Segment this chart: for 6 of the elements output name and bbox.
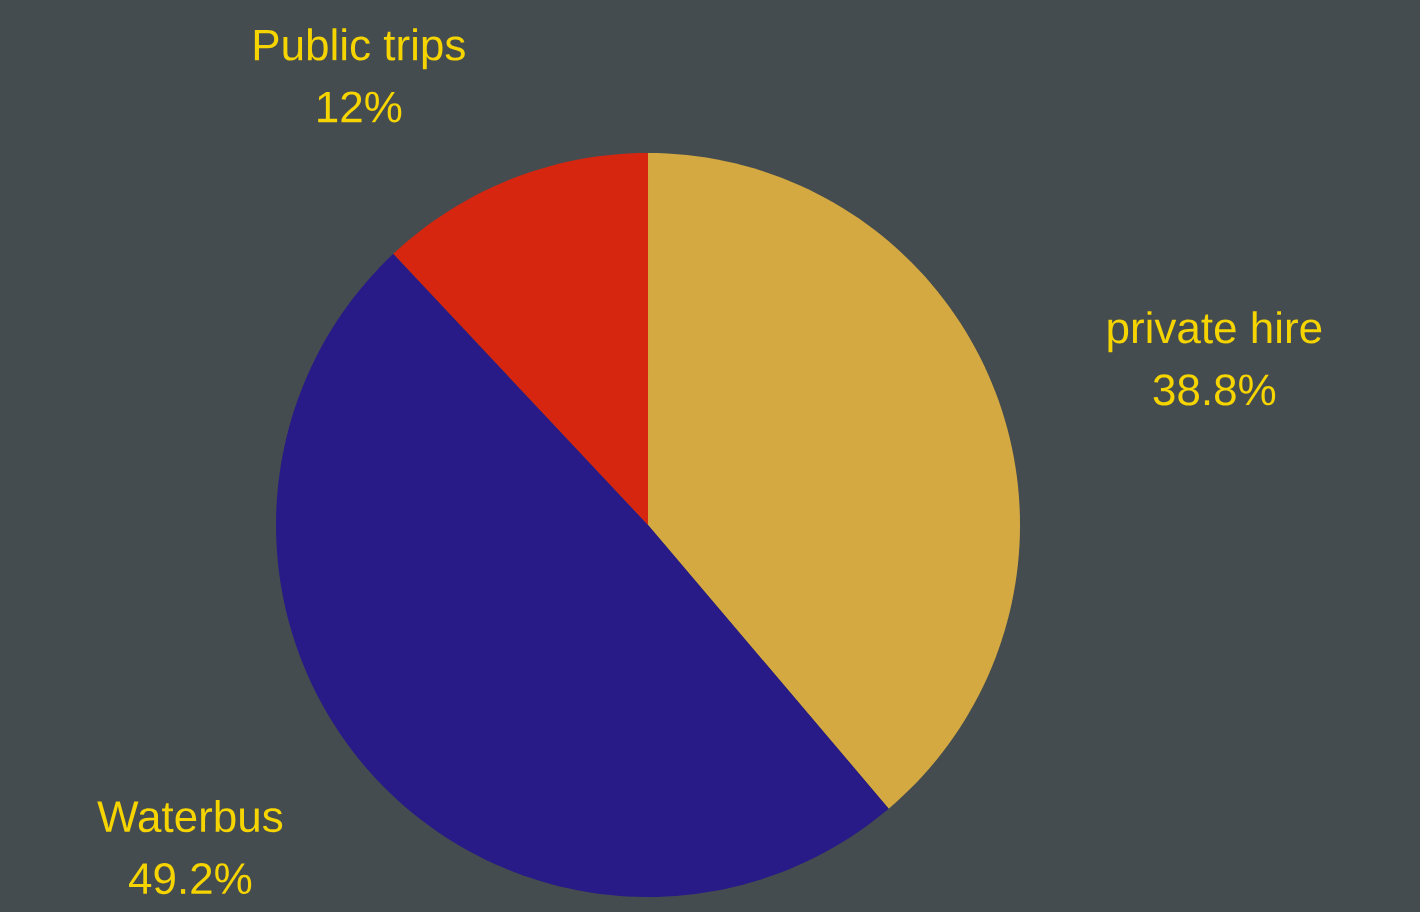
slice-label: Public trips: [254, 28, 465, 70]
data-label: 49.2%: [129, 863, 252, 895]
data-label: 38.8%: [1153, 374, 1276, 406]
slice-label: Waterbus: [97, 799, 283, 833]
slice-label: private hire: [1108, 311, 1322, 353]
data-label: 12%: [318, 91, 402, 123]
